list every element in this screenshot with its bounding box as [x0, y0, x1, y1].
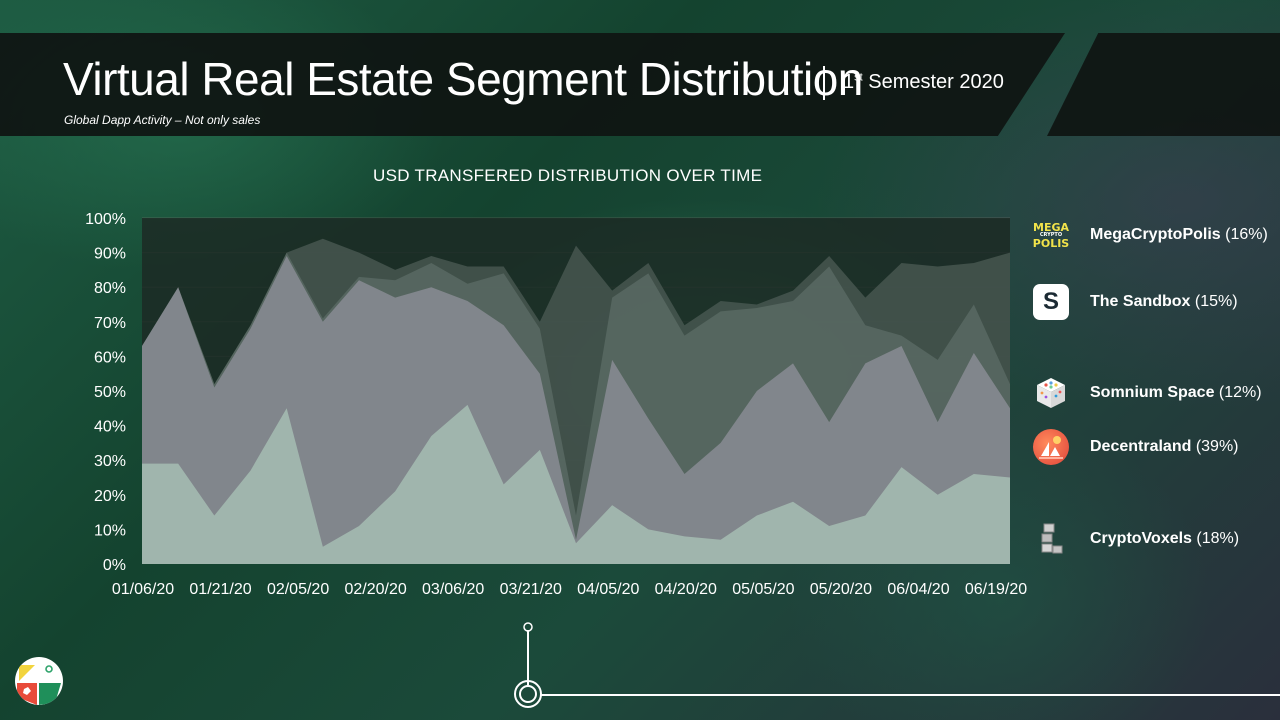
- y-tick-label: 50%: [94, 384, 126, 401]
- area-series-layer-1: [142, 256, 1010, 564]
- x-tick-label: 05/05/20: [732, 581, 794, 598]
- legend-label: MegaCryptoPolis (16%): [1090, 226, 1268, 244]
- y-tick-label: 0%: [103, 557, 126, 574]
- legend-item-the-sandbox: S The Sandbox (15%): [1033, 284, 1273, 320]
- title-divider: [823, 66, 825, 100]
- legend-name: The Sandbox: [1090, 293, 1191, 310]
- y-tick-label: 70%: [94, 315, 126, 332]
- legend-pct: (12%): [1214, 384, 1262, 401]
- legend-label: CryptoVoxels (18%): [1090, 530, 1239, 548]
- legend-label: Decentraland (39%): [1090, 438, 1239, 456]
- x-tick-label: 01/06/20: [112, 581, 174, 598]
- legend-label: The Sandbox (15%): [1090, 293, 1238, 311]
- x-tick-label: 01/21/20: [189, 581, 251, 598]
- legend-label: Somnium Space (12%): [1090, 384, 1262, 402]
- area-series-layer-0: [142, 404, 1010, 564]
- legend-name: Decentraland: [1090, 438, 1192, 455]
- chart-title: USD TRANSFERED DISTRIBUTION OVER TIME: [373, 166, 763, 185]
- legend-pct: (18%): [1191, 530, 1240, 547]
- x-tick-label: 04/05/20: [577, 581, 639, 598]
- y-tick-label: 100%: [85, 211, 126, 228]
- timeline-vertical-line: [527, 630, 529, 685]
- legend-pct: (16%): [1220, 226, 1268, 243]
- legend-name: MegaCryptoPolis: [1090, 226, 1221, 243]
- y-tick-label: 30%: [94, 453, 126, 470]
- cryptovoxels-icon: [1033, 521, 1069, 557]
- y-tick-label: 40%: [94, 419, 126, 436]
- mega-icon-mid: CRYPTO: [1039, 231, 1063, 238]
- semester-ordinal-suffix: st: [854, 71, 863, 84]
- mega-icon-bot: POLIS: [1032, 236, 1070, 250]
- timeline-large-node-outer: [514, 680, 542, 708]
- y-tick-label: 80%: [94, 280, 126, 297]
- mega-icon-top: MEGA: [1033, 220, 1070, 234]
- timeline-small-node: [523, 622, 533, 632]
- x-tick-label: 03/06/20: [422, 581, 484, 598]
- y-tick-label: 90%: [94, 246, 126, 263]
- somnium-space-icon: [1033, 375, 1069, 411]
- y-tick-label: 20%: [94, 488, 126, 505]
- x-axis-ticks: 01/06/20 01/21/20 02/05/20 02/20/20 03/06/20…: [112, 581, 1027, 598]
- x-tick-label: 05/20/20: [810, 581, 872, 598]
- timeline-horizontal-line: [541, 694, 1280, 696]
- legend-item-somnium-space: Somnium Space (12%): [1033, 375, 1273, 411]
- legend-item-megacryptopolis: MEGA CRYPTO POLIS MegaCryptoPolis (16%): [1033, 217, 1273, 253]
- sandbox-icon: S: [1033, 284, 1069, 320]
- chart-areas: [142, 218, 1010, 564]
- page-subtitle: Global Dapp Activity – Not only sales: [64, 113, 261, 127]
- page-title: Virtual Real Estate Segment Distribution: [63, 53, 863, 105]
- x-tick-label: 02/05/20: [267, 581, 329, 598]
- decentraland-icon: [1033, 429, 1069, 465]
- x-tick-label: 04/20/20: [655, 581, 717, 598]
- x-tick-label: 03/21/20: [500, 581, 562, 598]
- x-tick-label: 06/04/20: [887, 581, 949, 598]
- legend-pct: (39%): [1191, 438, 1239, 455]
- timeline-large-node-inner: [519, 685, 537, 703]
- x-tick-label: 02/20/20: [344, 581, 406, 598]
- semester-text: Semester 2020: [862, 71, 1004, 93]
- brand-logo-icon: [15, 657, 63, 705]
- y-tick-label: 10%: [94, 522, 126, 539]
- title-banner: [0, 33, 1065, 136]
- legend-name: Somnium Space: [1090, 384, 1215, 401]
- y-tick-label: 60%: [94, 349, 126, 366]
- legend-item-cryptovoxels: CryptoVoxels (18%): [1033, 521, 1273, 557]
- y-axis-ticks: 0% 10% 20% 30% 40% 50% 60% 70% 80% 90% 100%: [85, 211, 126, 574]
- megacryptopolis-icon: MEGA CRYPTO POLIS: [1033, 217, 1069, 253]
- legend-name: CryptoVoxels: [1090, 530, 1192, 547]
- semester-label: 1st Semester 2020: [843, 71, 1004, 94]
- semester-ordinal: 1: [843, 71, 855, 93]
- legend-item-decentraland: Decentraland (39%): [1033, 429, 1273, 465]
- legend-pct: (15%): [1190, 293, 1238, 310]
- x-tick-label: 06/19/20: [965, 581, 1027, 598]
